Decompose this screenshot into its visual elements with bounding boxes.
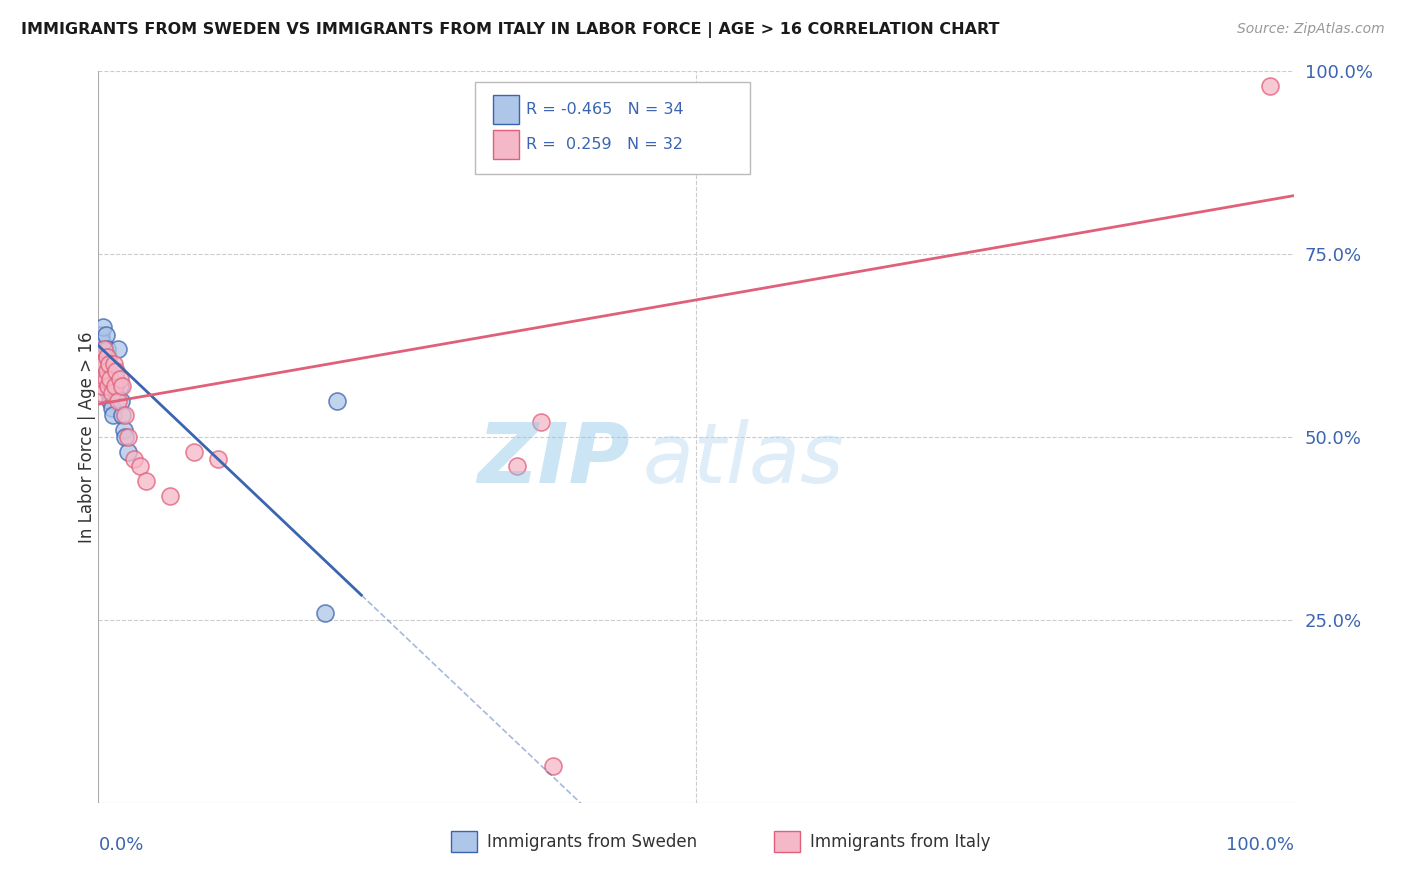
Point xyxy=(114,430,136,444)
Point xyxy=(96,364,118,378)
Point xyxy=(107,393,129,408)
Point xyxy=(117,430,139,444)
Point xyxy=(93,364,115,378)
Text: IMMIGRANTS FROM SWEDEN VS IMMIGRANTS FROM ITALY IN LABOR FORCE | AGE > 16 CORREL: IMMIGRANTS FROM SWEDEN VS IMMIGRANTS FRO… xyxy=(21,22,1000,38)
Point xyxy=(94,371,117,385)
Point xyxy=(100,386,122,401)
Point xyxy=(541,759,564,773)
Point xyxy=(91,334,114,349)
Point xyxy=(101,408,124,422)
Point xyxy=(89,371,111,385)
Text: 100.0%: 100.0% xyxy=(1226,836,1294,854)
Point xyxy=(159,489,181,503)
Point xyxy=(97,379,120,393)
Text: Source: ZipAtlas.com: Source: ZipAtlas.com xyxy=(1237,22,1385,37)
Point xyxy=(98,371,121,385)
Point xyxy=(183,444,205,458)
Point xyxy=(104,379,127,393)
Point xyxy=(506,459,529,474)
FancyBboxPatch shape xyxy=(451,831,477,852)
Point xyxy=(98,371,122,385)
FancyBboxPatch shape xyxy=(475,82,749,174)
Point xyxy=(98,393,122,408)
Point xyxy=(97,350,120,364)
Point xyxy=(90,364,112,378)
Point xyxy=(98,357,121,371)
Point xyxy=(207,452,229,467)
Point xyxy=(96,350,118,364)
Point xyxy=(93,343,115,357)
Point xyxy=(91,320,114,334)
Point xyxy=(90,350,112,364)
Point xyxy=(91,357,114,371)
FancyBboxPatch shape xyxy=(773,831,800,852)
Point xyxy=(91,350,114,364)
Point xyxy=(104,386,127,401)
Point xyxy=(94,327,117,342)
Text: Immigrants from Italy: Immigrants from Italy xyxy=(810,832,990,851)
FancyBboxPatch shape xyxy=(494,95,519,124)
Text: R =  0.259   N = 32: R = 0.259 N = 32 xyxy=(526,137,683,152)
Point xyxy=(124,452,146,467)
Point xyxy=(129,459,152,474)
Y-axis label: In Labor Force | Age > 16: In Labor Force | Age > 16 xyxy=(79,331,96,543)
Point xyxy=(135,474,157,488)
Point xyxy=(112,423,135,437)
Point xyxy=(108,379,131,393)
Point xyxy=(98,386,121,401)
Point xyxy=(107,343,129,357)
Point xyxy=(100,401,122,415)
Point xyxy=(96,343,118,357)
Text: atlas: atlas xyxy=(643,418,844,500)
Point xyxy=(105,364,128,378)
Point xyxy=(315,606,337,620)
Point xyxy=(93,343,115,357)
Point xyxy=(91,371,114,385)
Point xyxy=(326,393,349,408)
Point xyxy=(111,408,134,422)
Point xyxy=(110,393,132,408)
Point xyxy=(93,357,115,371)
Point xyxy=(103,357,125,371)
Point xyxy=(96,364,118,378)
Point xyxy=(91,379,114,393)
Point xyxy=(90,327,112,342)
Point xyxy=(91,371,114,385)
Point xyxy=(1258,78,1281,93)
Point xyxy=(89,357,111,371)
Point xyxy=(111,379,134,393)
Point xyxy=(105,371,128,385)
Point xyxy=(89,343,111,357)
Point xyxy=(90,386,112,401)
Point xyxy=(89,357,111,371)
Point xyxy=(94,357,117,371)
Text: 0.0%: 0.0% xyxy=(98,836,143,854)
Point xyxy=(117,444,139,458)
Point xyxy=(114,408,136,422)
FancyBboxPatch shape xyxy=(494,130,519,159)
Point xyxy=(530,416,553,430)
Point xyxy=(108,371,131,385)
Point xyxy=(89,371,111,385)
Text: ZIP: ZIP xyxy=(478,418,630,500)
Text: R = -0.465   N = 34: R = -0.465 N = 34 xyxy=(526,102,683,117)
Text: Immigrants from Sweden: Immigrants from Sweden xyxy=(486,832,697,851)
